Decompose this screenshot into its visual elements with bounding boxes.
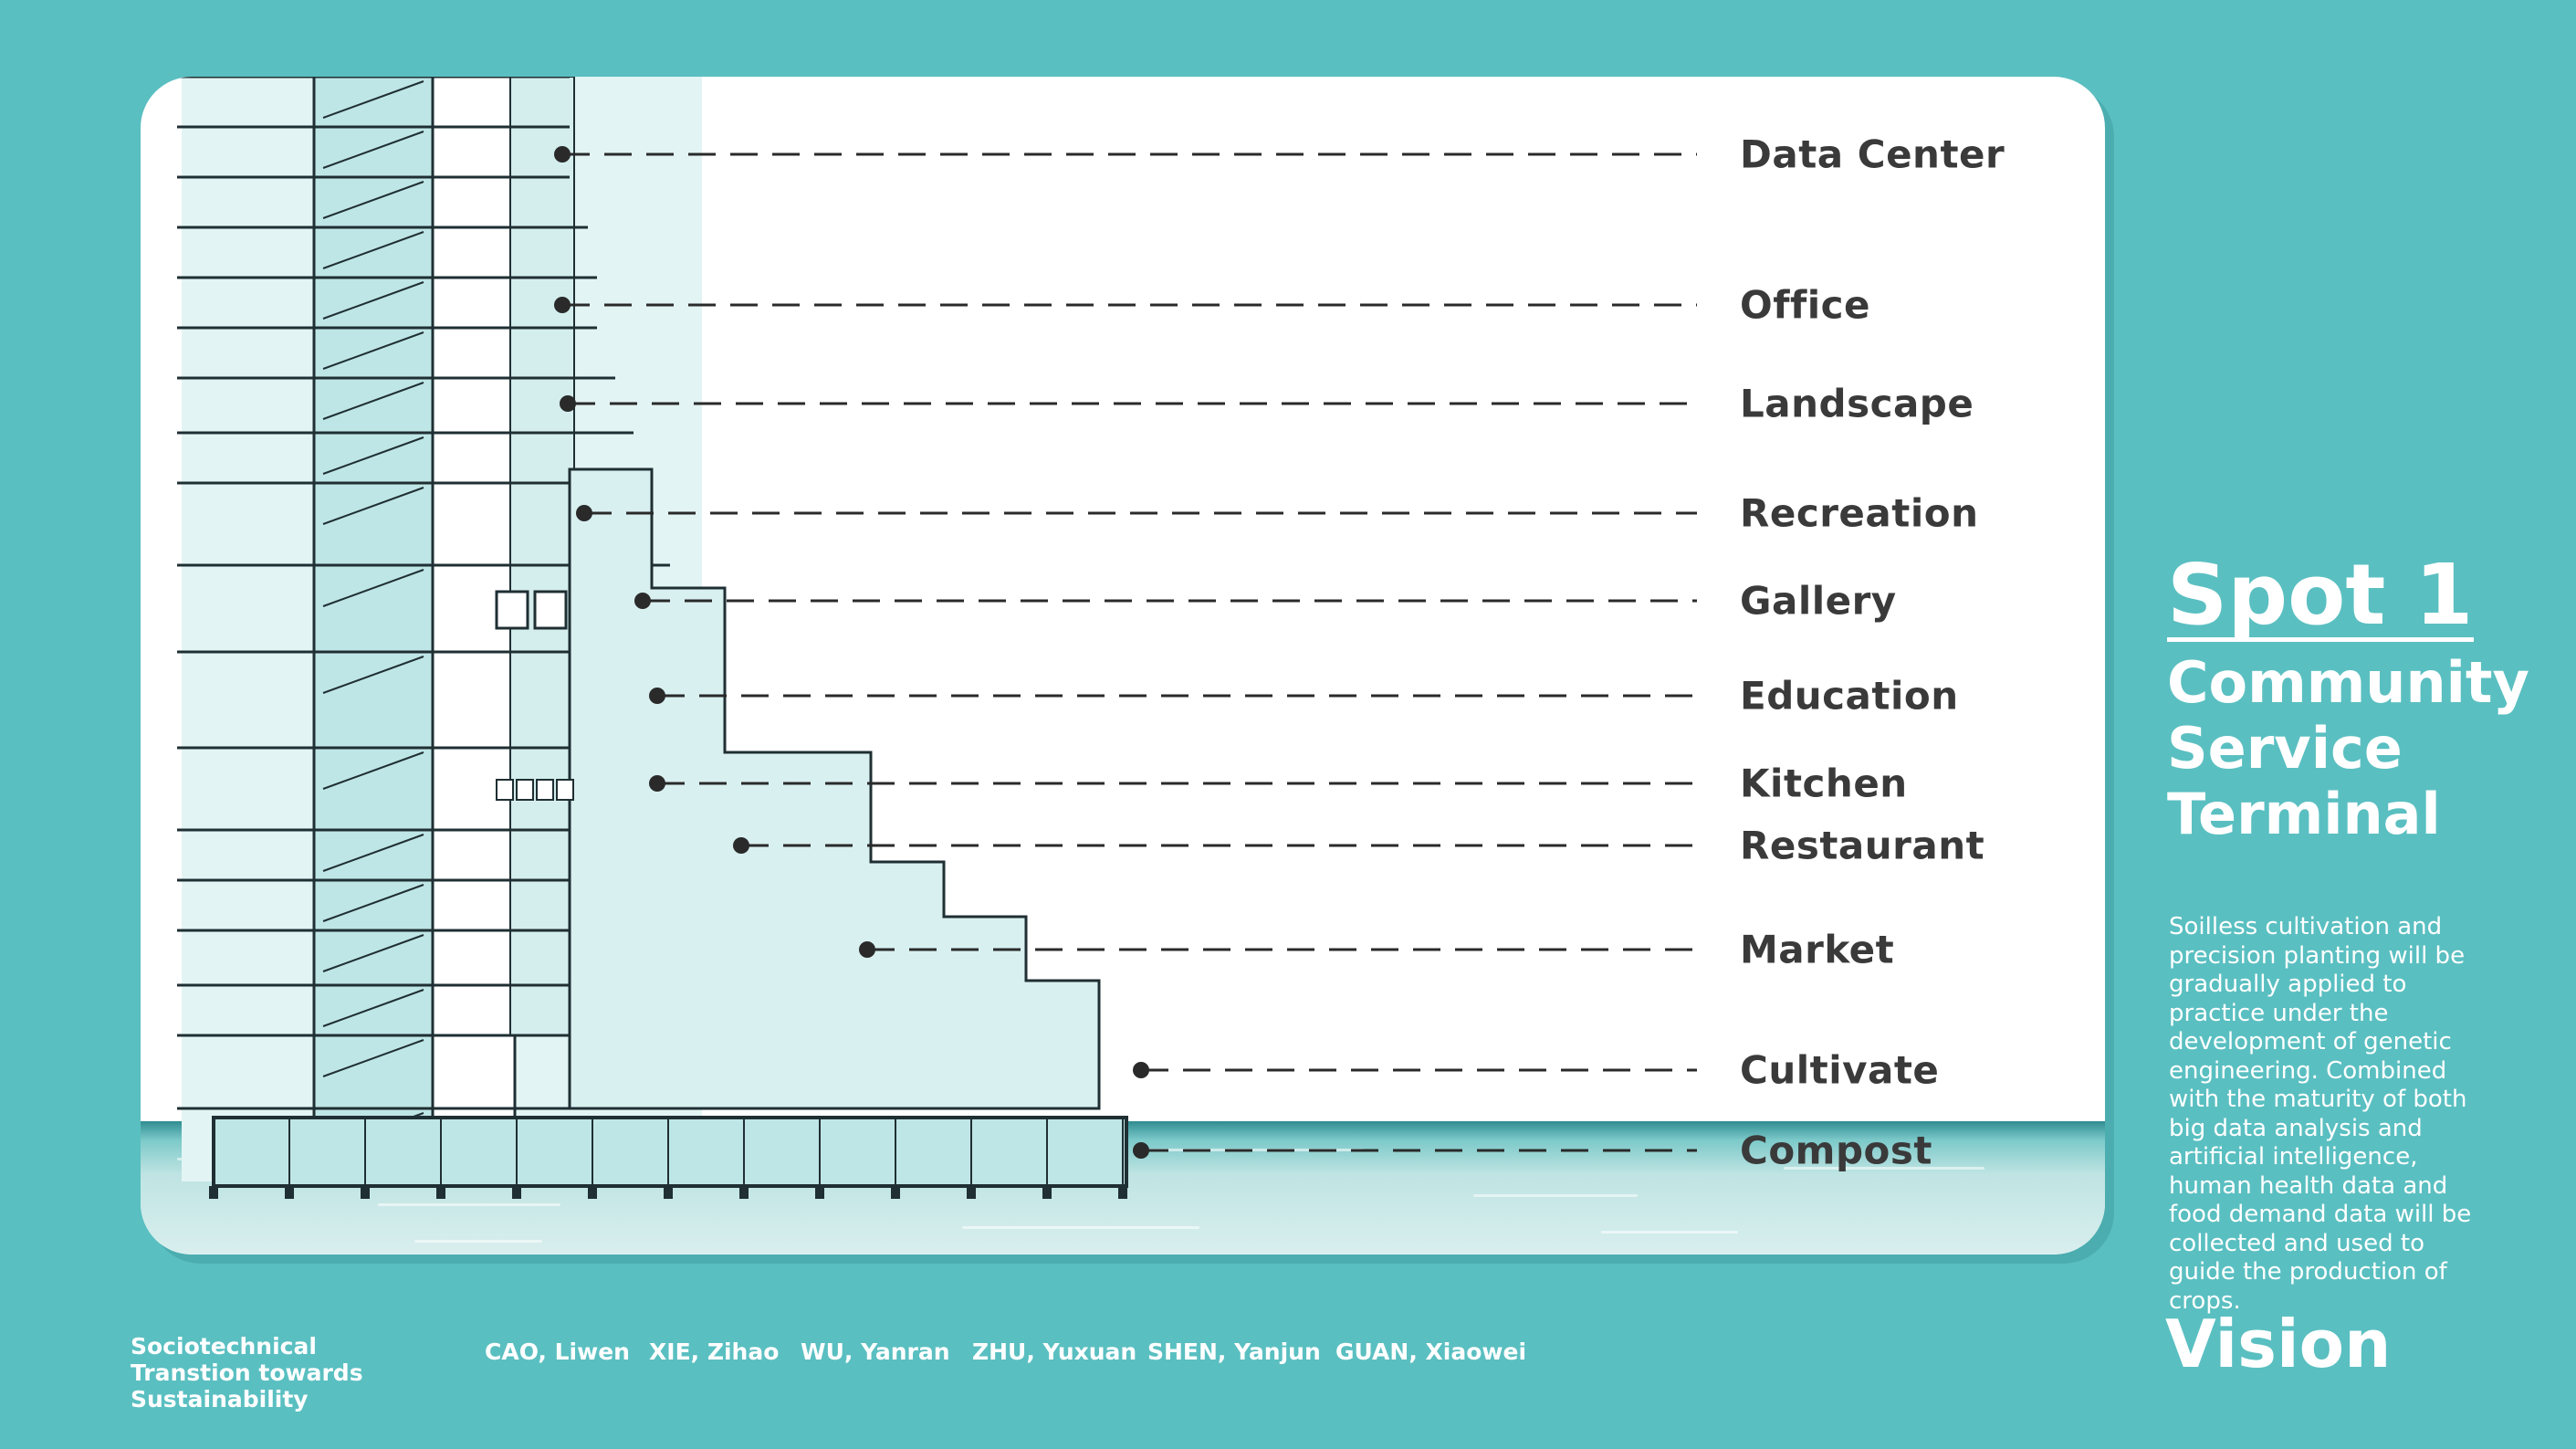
description-text: Soilless cultivation and precision plant…	[2169, 913, 2472, 1315]
foundation-pile	[1118, 1186, 1127, 1199]
program-label: Education	[1740, 673, 1959, 719]
program-label: Market	[1740, 927, 1895, 972]
leader-dot	[554, 297, 571, 313]
foundation-pile	[209, 1186, 218, 1199]
author-name: GUAN, Xiaowei	[1335, 1339, 1527, 1365]
education-frame	[536, 779, 554, 801]
stair-flight	[322, 436, 424, 475]
foundation-pile	[967, 1186, 976, 1199]
foundation-pile	[285, 1186, 294, 1199]
program-label: Restaurant	[1740, 823, 1985, 868]
stair-flight	[322, 1039, 424, 1077]
stair-flight	[322, 884, 424, 922]
leader-lines	[554, 146, 1697, 1159]
leader-dot	[634, 593, 651, 609]
stair-flight	[322, 382, 424, 420]
stair-flight	[322, 934, 424, 972]
stair-flight	[322, 331, 424, 370]
base-compost-level	[212, 1116, 1128, 1188]
leader-dot	[859, 941, 875, 958]
foundation-pile	[512, 1186, 521, 1199]
education-frame	[556, 779, 574, 801]
stair-core	[312, 77, 435, 1183]
subtitle-line: Community	[2167, 649, 2529, 716]
author-name: CAO, Liwen	[485, 1339, 630, 1365]
program-label: Kitchen	[1740, 761, 1908, 806]
diagram-card: Data Center Office Landscape Recreation Gall…	[141, 77, 2105, 1255]
author-name: XIE, Zihao	[649, 1339, 780, 1365]
stair-flight	[322, 569, 424, 607]
tower-building	[177, 77, 1128, 1199]
program-label: Data Center	[1740, 131, 2005, 177]
stair-flight	[322, 131, 424, 169]
program-label: Recreation	[1740, 490, 1979, 536]
spot-title: Spot 1	[2167, 546, 2474, 644]
stair-flight	[322, 281, 424, 320]
spot-title-underline	[2167, 637, 2474, 642]
stair-flight	[322, 231, 424, 269]
education-frame	[496, 779, 514, 801]
program-label: Office	[1740, 282, 1871, 328]
gallery-frame	[533, 590, 568, 630]
stair-flight	[322, 751, 424, 790]
leader-dot	[733, 837, 749, 854]
program-label: Compost	[1740, 1128, 1932, 1173]
foundation-pile	[815, 1186, 824, 1199]
education-frame	[516, 779, 534, 801]
subtitle-line: Terminal	[2167, 781, 2441, 847]
leader-dot	[649, 775, 665, 792]
program-label: Gallery	[1740, 578, 1897, 624]
program-label: Cultivate	[1740, 1047, 1940, 1093]
podium-terraces	[568, 467, 1101, 1110]
stair-flight	[322, 834, 424, 872]
foundation-pile	[739, 1186, 749, 1199]
leader-dot	[1133, 1062, 1149, 1078]
leader-dot	[560, 395, 576, 412]
leader-dot	[576, 505, 592, 521]
foundation-pile	[1042, 1186, 1052, 1199]
stair-flight	[322, 181, 424, 219]
leader-dot	[649, 688, 665, 704]
foundation-pile	[588, 1186, 597, 1199]
gallery-frame	[495, 590, 529, 630]
stair-flight	[322, 80, 424, 119]
foundation-pile	[664, 1186, 673, 1199]
section-label: Vision	[2165, 1306, 2392, 1382]
project-title: Sociotechnical Transtion towards Sustain…	[131, 1333, 363, 1412]
author-name: SHEN, Yanjun	[1147, 1339, 1321, 1365]
stair-flight	[322, 989, 424, 1027]
subtitle-line: Service	[2167, 715, 2403, 782]
facade-glass	[509, 77, 575, 1036]
spot-subtitle: Community Service Terminal	[2167, 650, 2560, 847]
author-name: ZHU, Yuxuan	[972, 1339, 1137, 1365]
leader-dot	[1133, 1142, 1149, 1159]
leader-dot	[554, 146, 571, 163]
foundation-pile	[891, 1186, 900, 1199]
program-label: Landscape	[1740, 381, 1974, 426]
tower-section-diagram	[177, 77, 1697, 1199]
stair-flight	[322, 487, 424, 525]
foundation-pile	[361, 1186, 370, 1199]
author-name: WU, Yanran	[801, 1339, 950, 1365]
stair-flight	[322, 656, 424, 694]
foundation-pile	[436, 1186, 445, 1199]
